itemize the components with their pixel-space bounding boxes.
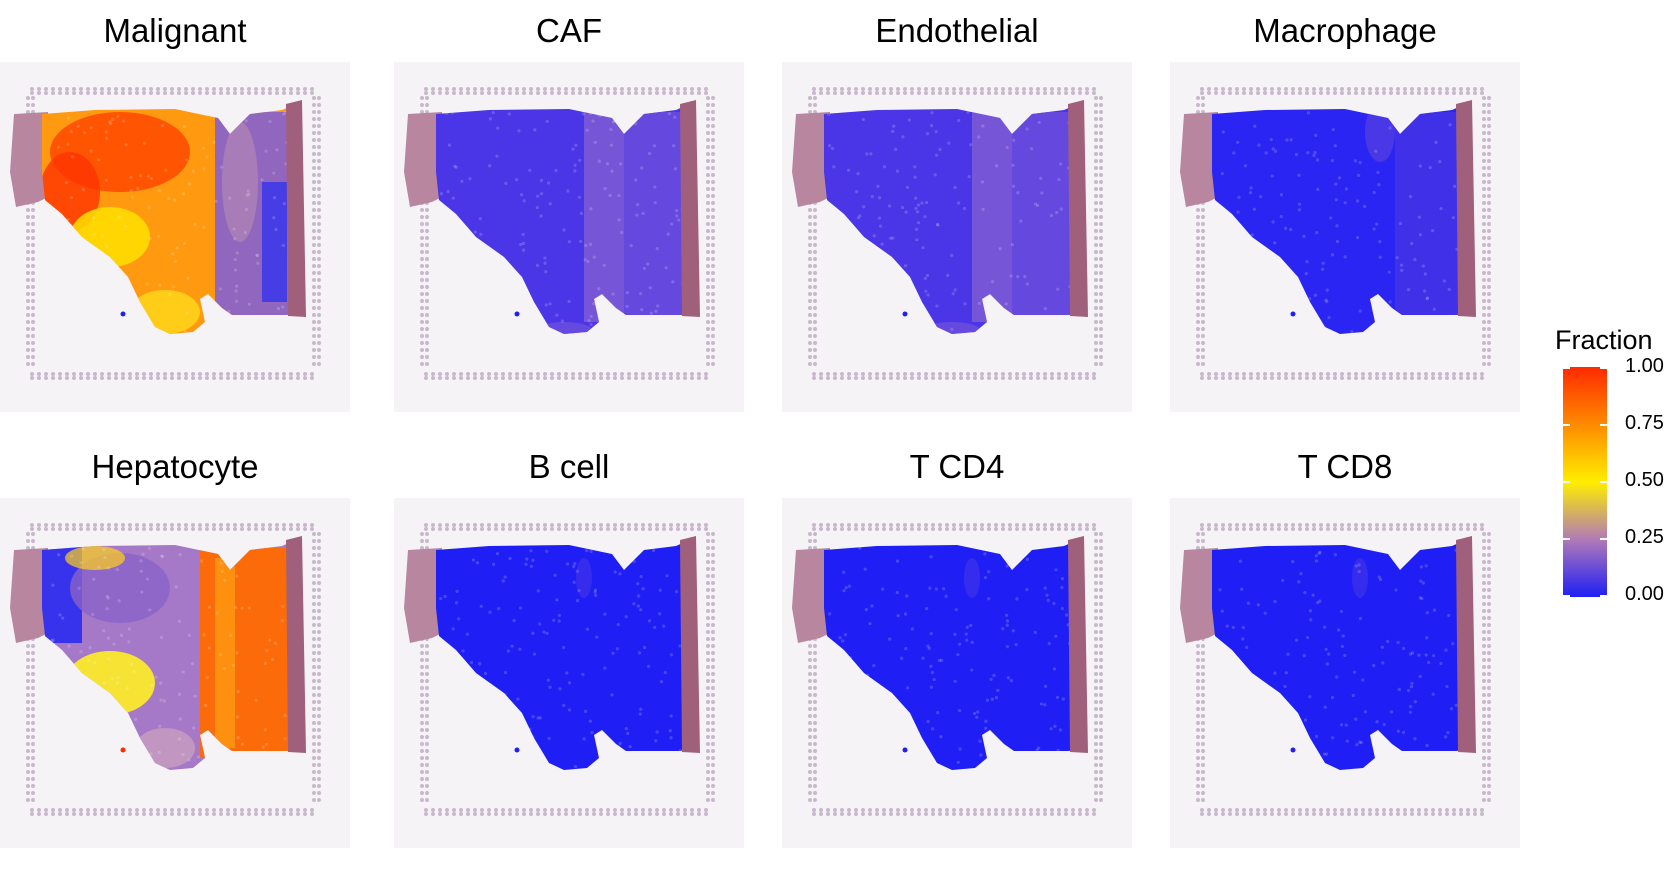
panel-title: Hepatocyte: [91, 448, 259, 485]
panel-title: T CD8: [1297, 448, 1393, 485]
legend-title: Fraction: [1555, 325, 1653, 355]
legend-tick-label: 0.50: [1625, 469, 1664, 491]
tissue-map: [394, 62, 744, 412]
panel-title: T CD4: [909, 448, 1005, 485]
legend-tick-label: 0.25: [1625, 526, 1664, 548]
legend-colorbar: [1563, 367, 1607, 597]
tissue-map: [782, 498, 1132, 848]
tissue-map: [394, 498, 744, 848]
legend-tick-label: 0.00: [1625, 583, 1664, 605]
panel-title: Endothelial: [875, 12, 1039, 49]
tissue-map: [0, 62, 350, 412]
tissue-map: [0, 498, 350, 848]
legend-tick-label: 1.00: [1625, 355, 1664, 377]
fraction-legend: Fraction 1.00 0.75 0.50 0.25 0.00: [1555, 325, 1672, 625]
tissue-map: [1170, 62, 1520, 412]
panel-title: Macrophage: [1253, 12, 1437, 49]
tissue-map: [782, 62, 1132, 412]
panel-title: CAF: [536, 12, 602, 49]
legend-tick-label: 0.75: [1625, 412, 1664, 434]
panel-title: B cell: [528, 448, 610, 485]
panel-title: Malignant: [103, 12, 247, 49]
tissue-map: [1170, 498, 1520, 848]
